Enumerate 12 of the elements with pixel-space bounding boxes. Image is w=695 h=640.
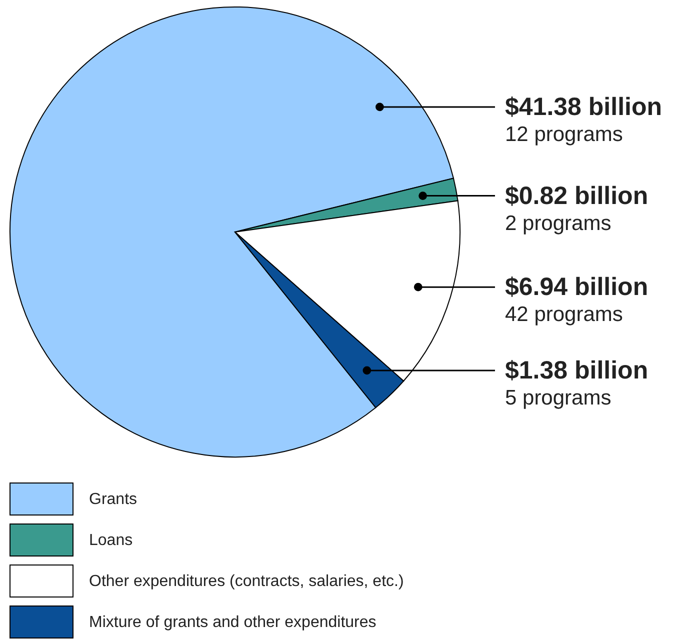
data-label: $6.94 billion	[505, 273, 648, 302]
text: 42 programs	[505, 303, 623, 326]
data-label: $0.82 billion	[505, 182, 648, 210]
legend-label: Loans	[89, 532, 133, 549]
data-label: $41.38 billion	[505, 92, 662, 121]
legend-label: Other expenditures (contracts, salaries, etc.)	[89, 573, 404, 590]
text: 12 programs	[505, 122, 623, 146]
legend-label: Grants	[89, 491, 138, 508]
text: 2 programs	[505, 212, 612, 235]
legend-label: Mixture of grants and other expenditures	[89, 614, 376, 631]
text: 5 programs	[505, 386, 612, 410]
data-label: $1.38 billion	[505, 356, 648, 384]
